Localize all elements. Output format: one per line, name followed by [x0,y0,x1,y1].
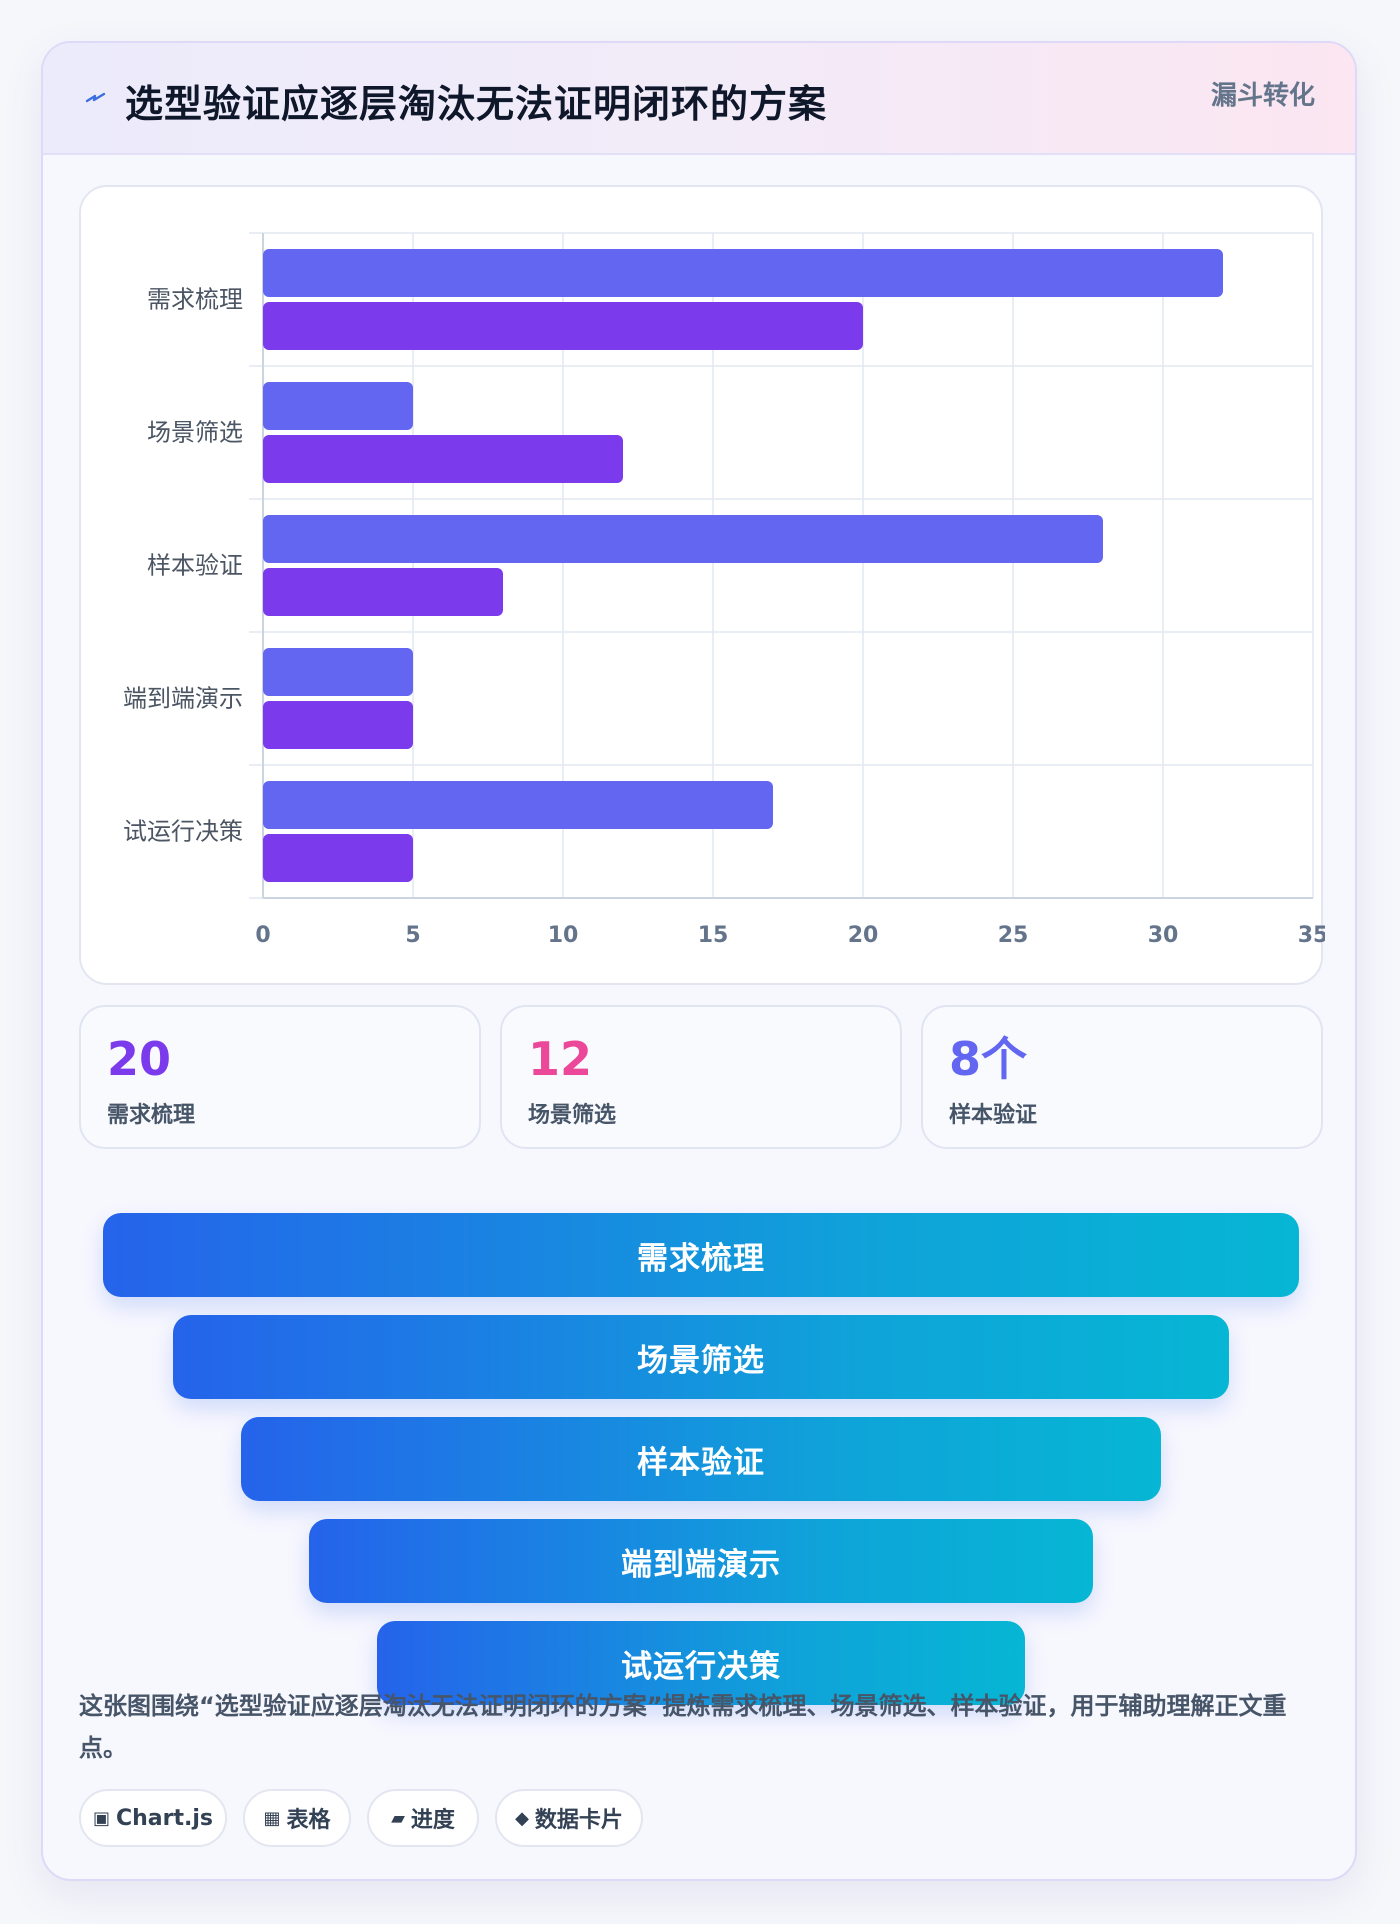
funnel-step-2: 场景筛选 [173,1315,1229,1399]
funnel-step-3: 样本验证 [241,1417,1161,1501]
diamond-icon: ◆ [515,1807,529,1829]
progress-icon: ▰ [391,1807,405,1829]
table-icon: ▦ [263,1807,281,1829]
bar-series-1 [263,249,1223,297]
x-tick-label: 0 [255,923,270,948]
card-header: 选型验证应逐层淘汰无法证明闭环的方案 漏斗转化 [43,43,1355,155]
bar-series-2 [263,568,503,616]
lightning-icon [85,92,106,103]
stat-label: 需求梳理 [107,1103,196,1128]
tag-chips: ▣ Chart.js ▦ 表格 ▰ 进度 ◆ 数据卡片 [79,1789,1329,1847]
x-tick-label: 35 [1298,923,1325,948]
bar-series-1 [263,382,413,430]
chip-label: 表格 [286,1808,331,1833]
bar-series-2 [263,701,413,749]
funnel-step-4: 端到端演示 [309,1519,1093,1603]
chip-progress[interactable]: ▰ 进度 [367,1789,479,1847]
category-label: 试运行决策 [123,818,243,846]
bar-series-2 [263,302,863,350]
figure-card: 选型验证应逐层淘汰无法证明闭环的方案 漏斗转化 需求梳理 场景筛选 样本验证 端到端演… [41,41,1357,1881]
x-tick-label: 20 [848,923,879,948]
chip-chartjs[interactable]: ▣ Chart.js [79,1789,227,1847]
stat-card: 8个 样本验证 [921,1005,1323,1149]
chip-label: 进度 [410,1808,455,1833]
category-label: 端到端演示 [123,685,243,713]
x-tick-label: 10 [548,923,579,948]
bar-series-1 [263,648,413,696]
category-tag: 漏斗转化 [1210,81,1315,111]
category-label: 场景筛选 [147,419,243,447]
chip-table[interactable]: ▦ 表格 [243,1789,351,1847]
x-tick-label: 25 [998,923,1029,948]
bar-series-1 [263,515,1103,563]
funnel-step-5: 试运行决策 [377,1621,1025,1705]
chart-icon: ▣ [92,1807,110,1829]
stat-label: 场景筛选 [528,1103,617,1128]
stat-value: 20 [107,1032,172,1086]
stat-value: 12 [528,1032,593,1086]
funnel-step-1: 需求梳理 [103,1213,1299,1297]
category-label: 需求梳理 [147,286,243,314]
funnel: 需求梳理 场景筛选 样本验证 端到端演示 试运行决策 [43,1213,1355,1713]
category-label: 样本验证 [147,552,243,580]
summary-text: 这张图围绕“选型验证应逐层淘汰无法证明闭环的方案”提炼需求梳理、场景筛选、样本验… [79,1692,1287,1762]
x-tick-label: 15 [698,923,729,948]
chip-label: Chart.js [116,1805,214,1831]
x-tick-label: 30 [1148,923,1179,948]
stat-value: 8个 [949,1032,1028,1086]
bar-series-1 [263,781,773,829]
page-title: 选型验证应逐层淘汰无法证明闭环的方案 [125,82,828,126]
chip-label: 数据卡片 [534,1808,623,1833]
bar-series-2 [263,834,413,882]
x-tick-label: 5 [405,923,420,948]
stat-label: 样本验证 [949,1103,1038,1128]
stat-card: 20 需求梳理 [79,1005,481,1149]
bar-series-2 [263,435,623,483]
stat-card: 12 场景筛选 [500,1005,902,1149]
stat-cards: 20 需求梳理 12 场景筛选 8个 样本验证 [79,1005,1323,1149]
chip-data-card[interactable]: ◆ 数据卡片 [495,1789,643,1847]
